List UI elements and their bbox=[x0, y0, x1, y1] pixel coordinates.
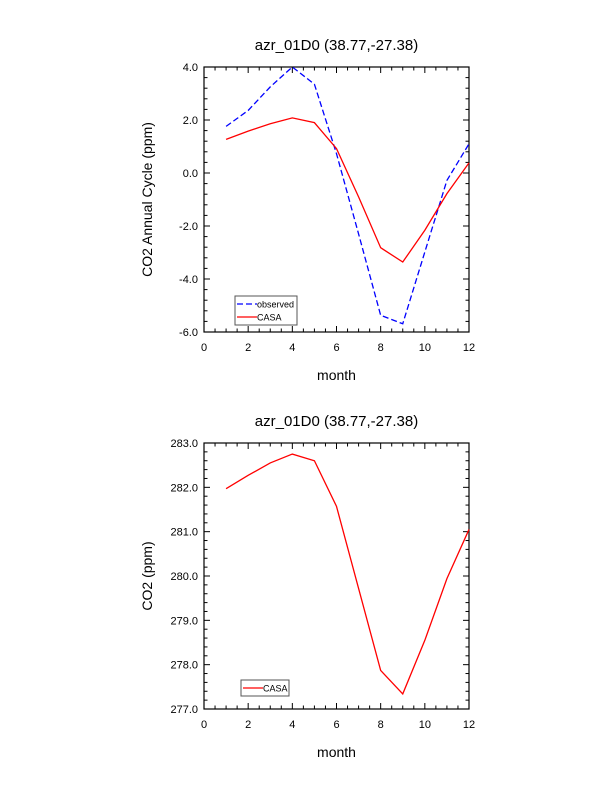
legend-label: CASA bbox=[257, 313, 282, 323]
legend-box bbox=[234, 295, 298, 326]
chart-title: azr_01D0 (38.77,-27.38) bbox=[255, 37, 418, 54]
legend-box bbox=[240, 679, 290, 697]
y-tick-label: 277.0 bbox=[170, 704, 198, 716]
plot-frame bbox=[203, 442, 470, 710]
x-tick-label: 4 bbox=[289, 719, 295, 731]
x-tick-label: 12 bbox=[463, 719, 475, 731]
y-tick-label: -6.0 bbox=[179, 327, 198, 339]
x-tick-label: 6 bbox=[333, 719, 339, 731]
y-tick-label: 0.0 bbox=[183, 168, 198, 180]
y-axis-label: CO2 Annual Cycle (ppm) bbox=[139, 122, 155, 277]
y-axis-label: CO2 (ppm) bbox=[139, 541, 155, 610]
x-tick-label: 0 bbox=[201, 719, 207, 731]
x-tick-label: 8 bbox=[378, 719, 384, 731]
x-tick-label: 10 bbox=[419, 342, 431, 354]
y-tick-label: -4.0 bbox=[179, 274, 198, 286]
x-axis-label: month bbox=[317, 367, 356, 383]
y-tick-label: 4.0 bbox=[183, 62, 198, 74]
y-tick-label: 280.0 bbox=[170, 571, 198, 583]
y-tick-label: -2.0 bbox=[179, 221, 198, 233]
series-line-CASA bbox=[225, 117, 470, 263]
plot-frame bbox=[203, 66, 470, 333]
y-tick-label: 281.0 bbox=[170, 527, 198, 539]
y-tick-label: 278.0 bbox=[170, 660, 198, 672]
x-axis-label: month bbox=[317, 744, 356, 760]
y-tick-label: 283.0 bbox=[170, 438, 198, 450]
series-line-CASA bbox=[225, 453, 470, 696]
series-line-observed bbox=[225, 66, 470, 325]
y-tick-label: 279.0 bbox=[170, 615, 198, 627]
x-tick-label: 10 bbox=[419, 719, 431, 731]
x-tick-label: 2 bbox=[245, 719, 251, 731]
x-tick-label: 2 bbox=[245, 342, 251, 354]
legend-label: observed bbox=[257, 300, 294, 310]
legend-label: CASA bbox=[263, 684, 288, 694]
chart-title: azr_01D0 (38.77,-27.38) bbox=[255, 413, 418, 430]
y-tick-label: 282.0 bbox=[170, 482, 198, 494]
x-tick-label: 6 bbox=[333, 342, 339, 354]
x-tick-label: 12 bbox=[463, 342, 475, 354]
y-tick-label: 2.0 bbox=[183, 115, 198, 127]
x-tick-label: 4 bbox=[289, 342, 295, 354]
x-tick-label: 8 bbox=[378, 342, 384, 354]
x-tick-label: 0 bbox=[201, 342, 207, 354]
